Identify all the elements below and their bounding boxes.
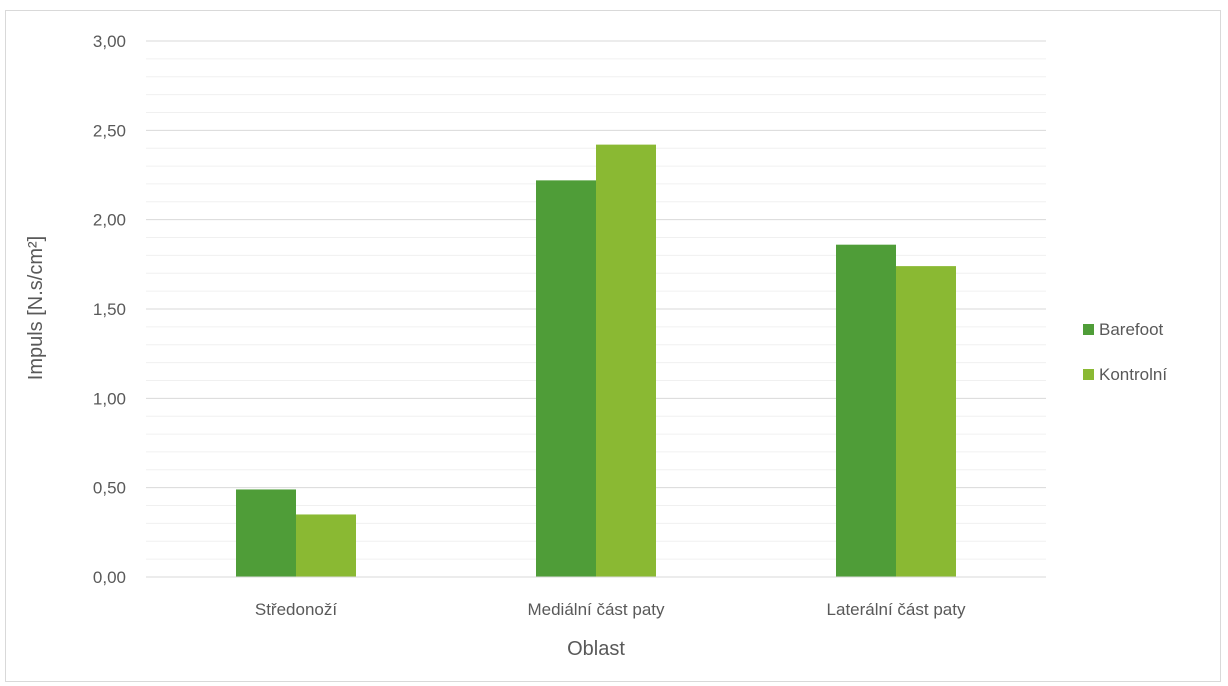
- bar-kontroln-: [296, 514, 356, 577]
- y-tick-label: 3,00: [93, 32, 126, 51]
- bar-kontroln-: [596, 144, 656, 578]
- y-axis-title: Impuls [N.s/cm²]: [25, 236, 47, 380]
- bar-barefoot: [836, 244, 896, 577]
- x-tick-labels: Středonoží Mediální část paty Laterální čá…: [255, 600, 966, 619]
- legend-swatch: [1083, 324, 1094, 335]
- bar-kontroln-: [896, 266, 956, 577]
- y-tick-labels: 0,00 0,50 1,00 1,50 2,00 2,50 3,00: [93, 32, 126, 587]
- y-tick-label: 0,50: [93, 479, 126, 498]
- x-tick-label: Mediální část paty: [527, 600, 665, 619]
- y-tick-label: 2,50: [93, 121, 126, 140]
- bar-barefoot: [536, 180, 596, 578]
- x-tick-label: Laterální část paty: [827, 600, 966, 619]
- legend-label: Barefoot: [1099, 320, 1164, 339]
- legend: Barefoot Kontrolní: [1083, 320, 1167, 384]
- y-tick-label: 1,00: [93, 389, 126, 408]
- legend-label: Kontrolní: [1099, 365, 1167, 384]
- x-axis-title: Oblast: [567, 638, 625, 660]
- bar-barefoot: [236, 489, 296, 577]
- y-tick-label: 1,50: [93, 300, 126, 319]
- x-tick-label: Středonoží: [255, 600, 337, 619]
- legend-swatch: [1083, 369, 1094, 380]
- y-tick-label: 0,00: [93, 568, 126, 587]
- y-tick-label: 2,00: [93, 211, 126, 230]
- bars: [236, 144, 956, 578]
